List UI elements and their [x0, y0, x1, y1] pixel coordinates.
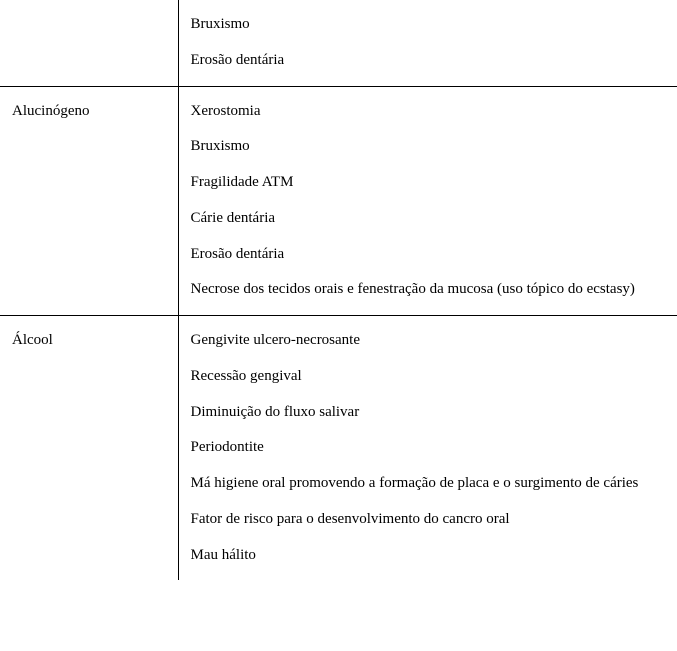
effects-cell: Gengivite ulcero-necrosante Recessão gen… — [178, 316, 677, 581]
category-cell — [0, 0, 178, 86]
effects-table: Bruxismo Erosão dentária Alucinógeno Xer… — [0, 0, 677, 580]
effects-cell: Bruxismo Erosão dentária — [178, 0, 677, 86]
effect-item: Fragilidade ATM — [191, 172, 666, 194]
category-cell: Álcool — [0, 316, 178, 581]
effect-item: Erosão dentária — [191, 50, 666, 72]
category-label: Álcool — [12, 330, 166, 352]
effect-item: Má higiene oral promovendo a formação de… — [191, 473, 666, 495]
effect-item: Mau hálito — [191, 545, 666, 567]
category-label: Alucinógeno — [12, 101, 166, 123]
effect-item: Gengivite ulcero-necrosante — [191, 330, 666, 352]
effect-item: Recessão gengival — [191, 366, 666, 388]
effect-item: Xerostomia — [191, 101, 666, 123]
effect-item: Necrose dos tecidos orais e fenestração … — [191, 279, 666, 301]
table-row: Bruxismo Erosão dentária — [0, 0, 677, 86]
effect-item: Erosão dentária — [191, 244, 666, 266]
effect-item: Diminuição do fluxo salivar — [191, 402, 666, 424]
category-cell: Alucinógeno — [0, 86, 178, 316]
effects-cell: Xerostomia Bruxismo Fragilidade ATM Cári… — [178, 86, 677, 316]
effect-item: Periodontite — [191, 437, 666, 459]
effect-item: Cárie dentária — [191, 208, 666, 230]
effect-item: Fator de risco para o desenvolvimento do… — [191, 509, 666, 531]
table-row: Álcool Gengivite ulcero-necrosante Reces… — [0, 316, 677, 581]
table-row: Alucinógeno Xerostomia Bruxismo Fragilid… — [0, 86, 677, 316]
effect-item: Bruxismo — [191, 136, 666, 158]
effect-item: Bruxismo — [191, 14, 666, 36]
